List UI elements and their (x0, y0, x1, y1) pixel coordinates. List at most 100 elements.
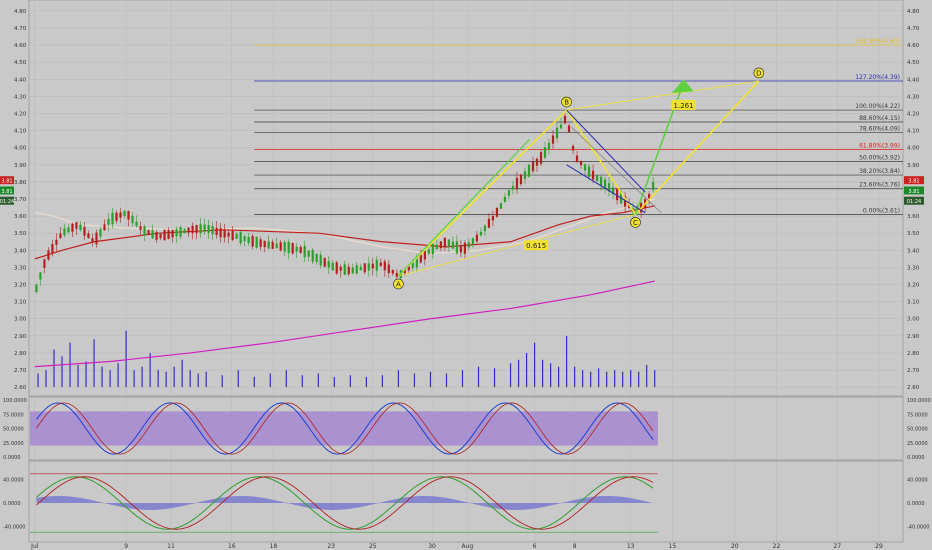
fib-level-label: 161.80%(4.60) (855, 38, 900, 45)
pattern-ratio-label: 1.261 (674, 102, 694, 110)
fib-level-label: 100.00%(4.22) (855, 103, 900, 110)
y-tick-label: 3.20 (907, 283, 920, 289)
candle-body (91, 238, 94, 242)
x-tick-label: 25 (369, 543, 377, 550)
price-tag-left (0, 186, 14, 195)
y-tick-label: 3.40 (907, 248, 920, 254)
candle-body (499, 202, 503, 209)
candle-body (395, 272, 398, 277)
candle-body (183, 228, 186, 234)
candle-body (303, 245, 306, 258)
candle-body (115, 212, 118, 221)
y-tick-label: 2.90 (14, 334, 27, 340)
y-tick-label: 4.50 (14, 60, 27, 66)
pattern-ratio-box (671, 99, 696, 110)
candle-body (151, 230, 154, 239)
candle-body (527, 164, 531, 177)
price-tag-label: 01:24 (907, 199, 921, 205)
fib-level-label: 88.60%(4.15) (859, 115, 900, 122)
candle-body (571, 146, 575, 151)
macd-panel[interactable]: 40.0000 40.0000 0.0000 0.0000 -40.0000 -40.00… (3, 460, 929, 543)
x-tick-label: 15 (669, 543, 677, 550)
candle-body (51, 244, 54, 254)
macd-histogram-neg (36, 503, 655, 510)
pattern-line-bd (566, 80, 759, 111)
candle-body (135, 221, 138, 227)
candle-body (443, 237, 446, 248)
y-tick-label: 4.10 (14, 129, 27, 135)
candle-body (519, 174, 523, 185)
candle-body (103, 224, 106, 231)
candle-body (531, 161, 535, 172)
candle-body (215, 227, 218, 236)
candle-body (203, 224, 206, 232)
y-tick-label: 4.30 (907, 94, 920, 100)
candle-body (491, 215, 495, 221)
pattern-point-marker (393, 278, 404, 290)
y-tick-label: 4.80 (907, 9, 920, 15)
candle-body (539, 152, 543, 164)
candle-body (339, 266, 342, 271)
candle-body (35, 284, 38, 292)
candle-body (95, 232, 98, 245)
candle-body (471, 238, 475, 245)
candle-body (375, 259, 378, 271)
macd-tick-left: -40.0000 (3, 524, 25, 530)
candle-body (39, 272, 42, 280)
x-tick-label: Jul (30, 543, 39, 550)
macd-panel-frame (28, 460, 904, 543)
candle-body (107, 218, 110, 225)
stoch-tick-right: 100.0000 (907, 398, 931, 404)
x-tick-label: Aug (461, 543, 473, 550)
pattern-ratio-label: 0.615 (526, 242, 546, 250)
price-tag-label: 3.81 (908, 179, 919, 185)
candle-body (239, 231, 242, 244)
y-tick-label: 2.80 (14, 351, 27, 357)
candle-body (503, 196, 507, 203)
price-tag-label: 3.81 (1, 179, 12, 185)
candlesticks (35, 113, 655, 294)
pattern-line-ac (398, 214, 636, 277)
candle-body (563, 115, 567, 124)
price-tag-right (904, 196, 924, 205)
candle-body (567, 125, 571, 132)
pattern-point-label: D (756, 69, 761, 77)
candle-body (219, 228, 222, 238)
candle-body (387, 264, 390, 274)
y-tick-label: 3.80 (14, 180, 27, 186)
candle-body (291, 243, 294, 254)
candle-body (163, 230, 166, 241)
candle-body (43, 259, 46, 268)
price-tag-label: 01:24 (0, 199, 14, 205)
candle-body (275, 243, 278, 249)
main-panel[interactable]: 161.80%(4.60) 127.20%(4.39) 100.00%(4.22) 8… (0, 0, 924, 542)
stoch-tick-left: 75.0000 (3, 412, 24, 418)
stochastic-panel[interactable]: 100.0000 100.0000 75.0000 75.0000 50.0000 50.… (3, 396, 931, 461)
volume-bars (37, 330, 656, 388)
main-grid (30, 0, 903, 542)
macd-tick-right: -40.0000 (907, 524, 929, 530)
candle-body (459, 246, 462, 253)
y-tick-label: 4.70 (907, 26, 920, 32)
candle-body (648, 194, 651, 199)
candle-body (331, 262, 334, 271)
candle-body (167, 230, 170, 239)
candle-body (435, 244, 438, 250)
candle-body (447, 239, 450, 247)
y-tick-label: 4.20 (907, 111, 920, 117)
candle-body (407, 265, 410, 271)
y-tick-label: 4.80 (14, 9, 27, 15)
candle-body (419, 254, 422, 263)
candle-body (175, 229, 178, 237)
main-panel-frame (28, 0, 904, 397)
candle-body (179, 227, 182, 237)
y-tick-label: 3.40 (14, 248, 27, 254)
candle-body (411, 262, 414, 269)
candle-body (83, 227, 86, 236)
fib-level-label: 0.00%(3.61) (863, 207, 900, 214)
candle-body (543, 147, 547, 158)
price-tag-label: 3.81 (1, 189, 12, 195)
candle-body (47, 250, 50, 260)
candle-body (431, 243, 434, 255)
